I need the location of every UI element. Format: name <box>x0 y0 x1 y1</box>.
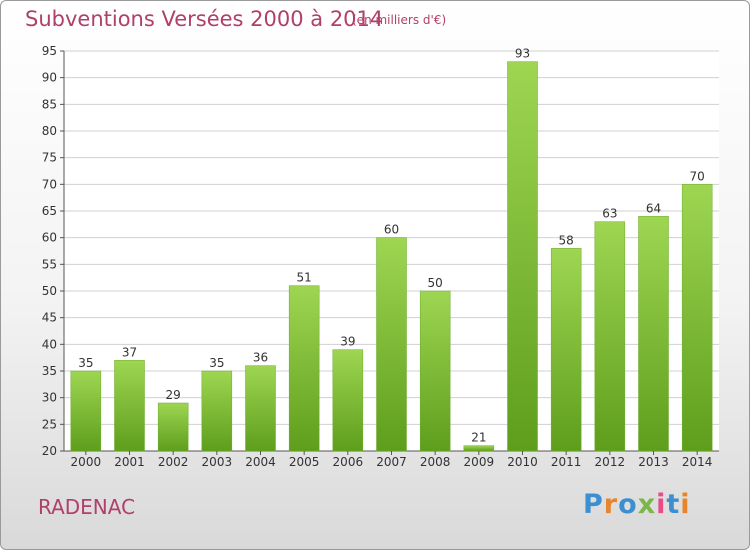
x-tick-label-2011: 2011 <box>551 455 582 469</box>
bar-2011 <box>550 248 582 452</box>
chart-unit: (en milliers d'€) <box>352 13 447 27</box>
data-label-2006: 39 <box>340 335 355 349</box>
x-tick-label-2009: 2009 <box>464 455 495 469</box>
x-tick-label-2010: 2010 <box>507 455 538 469</box>
chart-title: Subventions Versées 2000 à 2014 <box>25 7 384 31</box>
data-label-2002: 29 <box>166 388 181 402</box>
logo-letter: r <box>603 489 619 520</box>
bar-2012 <box>594 221 626 452</box>
y-tick-label: 35 <box>42 364 57 378</box>
data-label-2005: 51 <box>297 271 312 285</box>
bar-2009 <box>463 445 495 452</box>
data-label-2010: 93 <box>515 47 530 61</box>
x-tick-label-2012: 2012 <box>595 455 626 469</box>
x-tick-label-2003: 2003 <box>202 455 233 469</box>
data-label-2013: 64 <box>646 201 661 215</box>
data-label-2008: 50 <box>428 276 443 290</box>
bar-2002 <box>157 402 189 452</box>
data-label-2004: 36 <box>253 351 268 365</box>
data-label-2014: 70 <box>690 169 705 183</box>
x-tick-label-2004: 2004 <box>245 455 276 469</box>
y-tick-label: 80 <box>42 124 57 138</box>
data-label-2003: 35 <box>209 356 224 370</box>
x-tick-label-2002: 2002 <box>158 455 189 469</box>
y-tick-label: 75 <box>42 151 57 165</box>
logo-letter: i <box>680 489 691 520</box>
data-label-2011: 58 <box>559 233 574 247</box>
bar-2010 <box>507 61 538 452</box>
y-tick-label: 50 <box>42 284 57 298</box>
commune-name: RADENAC <box>38 495 136 519</box>
y-tick-label: 95 <box>42 44 57 58</box>
x-tick-label-2014: 2014 <box>682 455 713 469</box>
bar-2003 <box>201 370 233 452</box>
x-tick-label-2000: 2000 <box>71 455 102 469</box>
data-label-2000: 35 <box>78 356 93 370</box>
y-tick-label: 90 <box>42 71 57 85</box>
y-tick-label: 85 <box>42 97 57 111</box>
y-tick-label: 65 <box>42 204 57 218</box>
logo-letter: P <box>583 489 604 520</box>
data-label-2009: 21 <box>471 431 486 445</box>
x-tick-label-2008: 2008 <box>420 455 451 469</box>
proxiti-logo[interactable]: Proxiti <box>583 489 691 520</box>
bar-2005 <box>288 285 320 452</box>
data-label-2001: 37 <box>122 345 137 359</box>
bar-2004 <box>245 365 276 452</box>
y-tick-label: 30 <box>42 391 57 405</box>
y-tick-label: 60 <box>42 231 57 245</box>
bar-2006 <box>332 349 364 452</box>
logo-letter: i <box>656 489 667 520</box>
bar-2013 <box>638 216 669 452</box>
logo-letter: o <box>618 489 638 520</box>
bar-2001 <box>114 360 145 452</box>
bar-2000 <box>70 370 102 452</box>
bar-2007 <box>376 237 407 452</box>
x-tick-label-2013: 2013 <box>638 455 669 469</box>
bar-2008 <box>419 290 451 452</box>
data-label-2012: 63 <box>602 207 617 221</box>
x-tick-label-2001: 2001 <box>114 455 145 469</box>
logo-letter: t <box>666 489 681 520</box>
bar-2014 <box>681 184 713 452</box>
y-tick-label: 55 <box>42 257 57 271</box>
logo-letter: x <box>637 489 657 520</box>
y-tick-label: 45 <box>42 311 57 325</box>
x-tick-label-2007: 2007 <box>376 455 407 469</box>
data-label-2007: 60 <box>384 223 399 237</box>
y-tick-label: 25 <box>42 417 57 431</box>
y-tick-label: 70 <box>42 177 57 191</box>
x-tick-label-2006: 2006 <box>333 455 364 469</box>
x-tick-label-2005: 2005 <box>289 455 320 469</box>
y-tick-label: 40 <box>42 337 57 351</box>
y-tick-label: 20 <box>42 444 57 458</box>
